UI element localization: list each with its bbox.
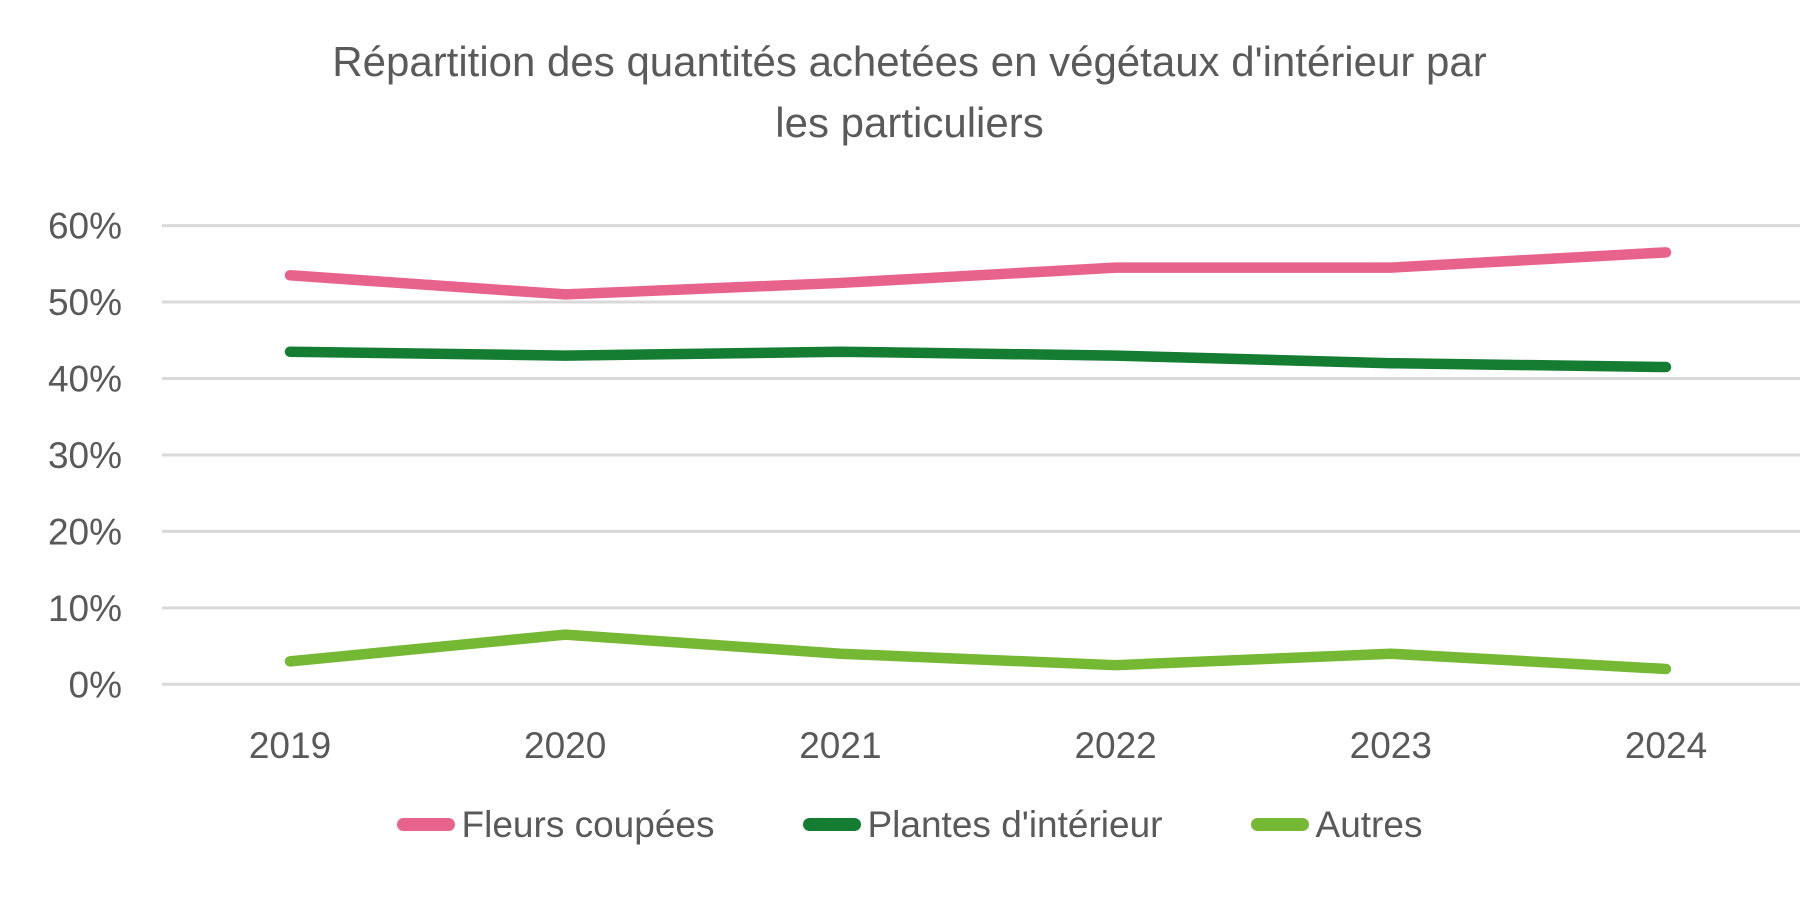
- y-axis-tick-label: 60%: [48, 206, 122, 247]
- y-axis-tick-label: 20%: [48, 511, 122, 552]
- legend-marker-autres-icon: [1250, 818, 1309, 831]
- x-axis-tick-label: 2022: [1074, 725, 1156, 766]
- y-axis-tick-label: 40%: [48, 359, 122, 400]
- legend-item-fleurs-coupees: Fleurs coupées: [396, 804, 715, 845]
- y-axis-tick-label: 30%: [48, 435, 122, 476]
- legend-label-plantes-interieur: Plantes d'intérieur: [867, 804, 1163, 845]
- legend-marker-plantes-interieur-icon: [802, 818, 861, 831]
- legend: Fleurs coupées Plantes d'intérieur Autre…: [0, 806, 1819, 843]
- chart-title: Répartition des quantités achetées en vé…: [332, 38, 1487, 146]
- legend-marker-fleurs-coupees-icon: [396, 818, 455, 831]
- legend-item-plantes-interieur: Plantes d'intérieur: [802, 804, 1163, 845]
- series-line-fleurs-coup-es: [284, 247, 1672, 300]
- x-axis-tick-label: 2020: [524, 725, 606, 766]
- y-axis-tick-label: 10%: [48, 588, 122, 629]
- x-axis-tick-label: 2024: [1625, 725, 1707, 766]
- legend-item-autres: Autres: [1250, 804, 1423, 845]
- y-axis-tick-label: 0%: [69, 664, 122, 705]
- series-line-autres: [284, 629, 1672, 675]
- x-axis-tick-label: 2021: [799, 725, 881, 766]
- series-line-plantes-d-int-rieur: [284, 346, 1672, 373]
- x-axis-tick-label: 2023: [1350, 725, 1432, 766]
- y-axis-tick-label: 50%: [48, 282, 122, 323]
- legend-label-fleurs-coupees: Fleurs coupées: [461, 804, 715, 845]
- legend-label-autres: Autres: [1315, 804, 1423, 845]
- x-axis-tick-label: 2019: [249, 725, 331, 766]
